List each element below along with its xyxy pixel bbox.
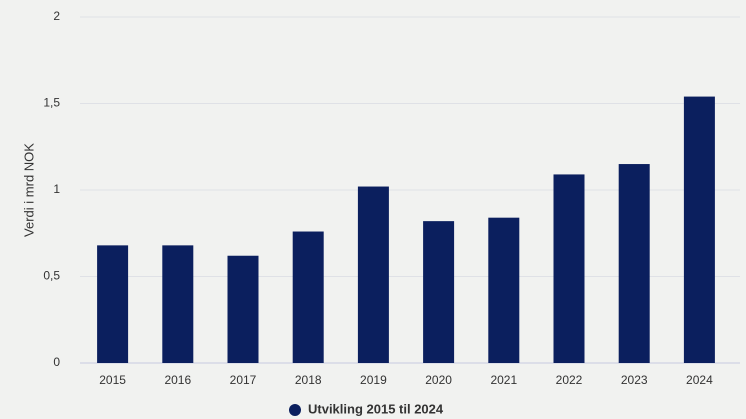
y-tick-label: 0,5 bbox=[43, 269, 60, 283]
bar bbox=[488, 217, 520, 363]
y-axis-label: Verdi i mrd NOK bbox=[21, 143, 36, 237]
bar bbox=[227, 255, 259, 363]
bar bbox=[357, 186, 389, 363]
y-tick-label: 2 bbox=[53, 9, 60, 23]
bar bbox=[423, 221, 455, 363]
legend-label: Utvikling 2015 til 2024 bbox=[308, 401, 444, 416]
x-tick-label: 2017 bbox=[230, 373, 257, 387]
x-tick-label: 2019 bbox=[360, 373, 387, 387]
x-tick-label: 2022 bbox=[556, 373, 583, 387]
bar bbox=[97, 245, 129, 363]
x-tick-label: 2018 bbox=[295, 373, 322, 387]
bar bbox=[683, 96, 715, 363]
y-tick-label: 1,5 bbox=[43, 96, 60, 110]
x-tick-label: 2021 bbox=[490, 373, 517, 387]
legend-marker bbox=[289, 404, 301, 416]
x-tick-label: 2024 bbox=[686, 373, 713, 387]
x-tick-label: 2020 bbox=[425, 373, 452, 387]
bar bbox=[618, 164, 650, 363]
bar bbox=[292, 231, 324, 363]
bar bbox=[553, 174, 585, 363]
bar bbox=[162, 245, 194, 363]
y-tick-label: 0 bbox=[53, 355, 60, 369]
y-tick-label: 1 bbox=[53, 182, 60, 196]
x-tick-label: 2015 bbox=[99, 373, 126, 387]
x-tick-label: 2016 bbox=[164, 373, 191, 387]
x-tick-label: 2023 bbox=[621, 373, 648, 387]
